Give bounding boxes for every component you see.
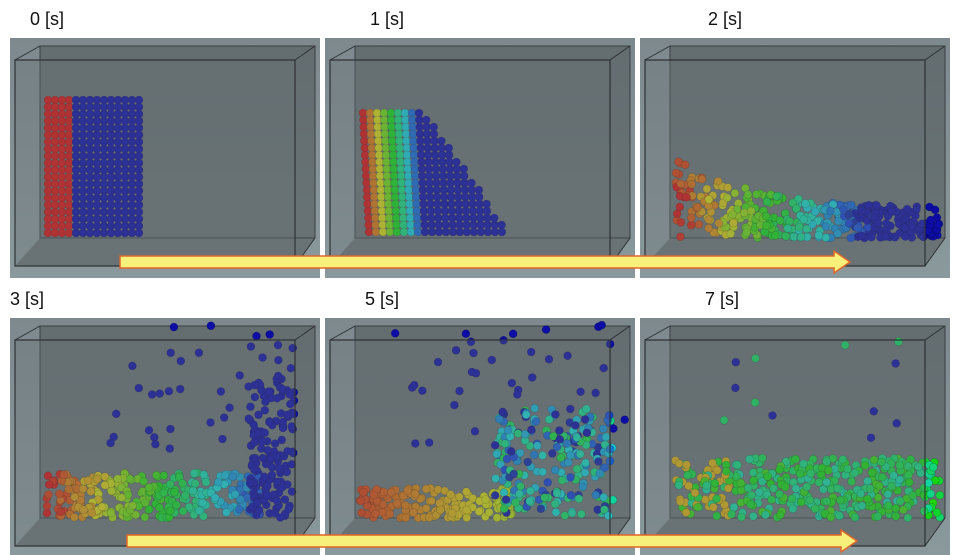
particle: [391, 329, 399, 337]
panel-label: 0 [s]: [30, 9, 64, 29]
particle: [253, 332, 261, 340]
tank-front: [15, 340, 295, 546]
panel-label: 5 [s]: [365, 289, 399, 309]
sim-panel: [325, 318, 635, 555]
panel-label: 7 [s]: [705, 289, 739, 309]
panel-label: 1 [s]: [370, 9, 404, 29]
sim-panel: [10, 318, 320, 555]
particle: [266, 331, 274, 339]
tank-front: [645, 60, 925, 266]
sim-panel: [640, 318, 950, 555]
tank-front: [330, 340, 610, 546]
particle: [927, 490, 935, 498]
particle: [621, 416, 629, 424]
panel-label: 3 [s]: [10, 289, 44, 309]
particle: [925, 479, 933, 487]
particle: [170, 323, 178, 331]
particle: [936, 491, 944, 499]
figure: 0 [s] 1 [s] 2 [s] 3 [s] 5 [s] 7 [s]: [0, 0, 957, 555]
particle: [934, 221, 942, 229]
particle: [609, 425, 617, 433]
particle: [598, 321, 606, 329]
sim-panel: [10, 38, 320, 278]
particle: [929, 463, 937, 471]
tank-front: [330, 60, 610, 266]
particle: [207, 322, 215, 330]
panel-label: 2 [s]: [708, 9, 742, 29]
particle: [509, 330, 517, 338]
tank-front: [645, 340, 925, 546]
particle: [927, 216, 935, 224]
particle: [462, 330, 470, 338]
sim-panel: [640, 38, 950, 278]
tank-front: [15, 60, 295, 266]
sim-panel: [325, 38, 635, 278]
particle: [542, 326, 550, 334]
particle: [931, 206, 939, 214]
